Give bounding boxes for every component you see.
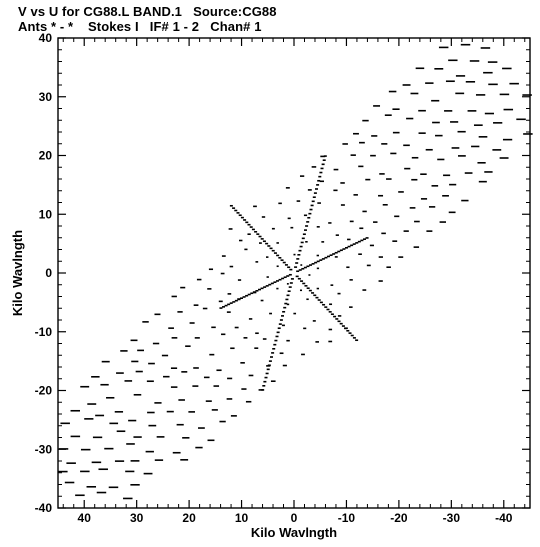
plot-frame — [57, 37, 531, 509]
y-tick-label: 30 — [39, 90, 53, 104]
x-tick-label: 30 — [130, 511, 144, 525]
plot-title: V vs U for CG88.L BAND.1 Source:CG88 — [18, 4, 277, 19]
y-tick-label: 20 — [39, 149, 53, 163]
plot-subtitle: Ants * - * Stokes I IF# 1 - 2 Chan# 1 — [18, 19, 262, 34]
y-tick-label: 10 — [39, 207, 53, 221]
x-tick-label: 40 — [78, 511, 92, 525]
x-tick-label: -30 — [443, 511, 461, 525]
x-tick-label: 10 — [235, 511, 249, 525]
x-tick-label: 20 — [182, 511, 196, 525]
y-tick-label: 40 — [39, 31, 53, 45]
y-tick-label: 0 — [45, 266, 52, 280]
uv-points — [58, 43, 533, 500]
x-tick-label: -20 — [390, 511, 408, 525]
y-tick-label: -20 — [35, 384, 53, 398]
y-axis-label: Kilo Wavlngth — [10, 230, 25, 316]
x-tick-label: -10 — [338, 511, 356, 525]
y-tick-label: -10 — [35, 325, 53, 339]
axis-ticks: 40 30 20 10 0 -10 -20 -30 -40 40 30 20 10 0 -10 -20 -30 -… — [35, 31, 530, 525]
x-tick-label: 0 — [291, 511, 298, 525]
y-tick-label: -40 — [35, 501, 53, 515]
x-tick-label: -40 — [495, 511, 513, 525]
y-tick-label: -30 — [35, 442, 53, 456]
x-axis-label: Kilo Wavlngth — [251, 525, 337, 540]
